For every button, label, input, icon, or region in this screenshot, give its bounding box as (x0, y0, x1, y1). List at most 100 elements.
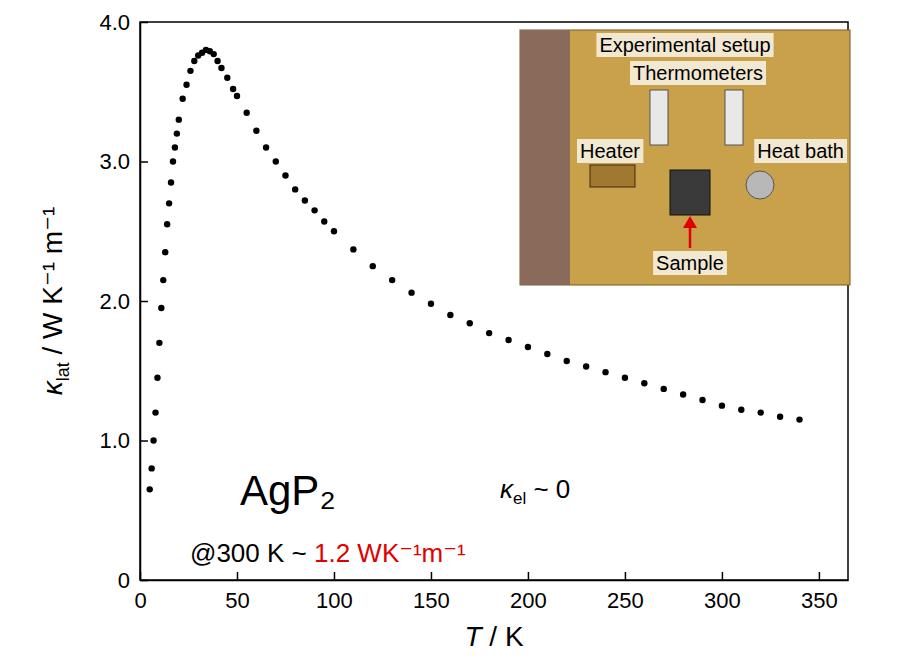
data-point (172, 144, 178, 150)
data-point (148, 465, 154, 471)
label-patch (754, 139, 847, 163)
data-point (152, 409, 158, 415)
data-point (602, 369, 608, 375)
tick-mark (722, 572, 724, 580)
series (146, 47, 802, 493)
data-point (564, 358, 570, 364)
plot-area (146, 47, 802, 493)
data-point (370, 263, 376, 269)
data-point (160, 277, 166, 283)
heat-bath-screw (746, 171, 774, 199)
tick-mark (140, 440, 148, 442)
x-axis: 050100150200250300350 (134, 572, 848, 613)
data-point (187, 68, 193, 74)
data-point (224, 75, 230, 81)
label-patch (653, 251, 727, 275)
tick-mark (334, 572, 336, 580)
data-point (158, 305, 164, 311)
data-point (164, 221, 170, 227)
plot-frame (140, 22, 848, 580)
tick: 350 (801, 572, 838, 613)
data-point (243, 109, 249, 115)
thermometer (725, 90, 743, 145)
tick-mark (625, 572, 627, 580)
tick-mark (140, 161, 148, 163)
inset-photo (520, 30, 850, 285)
data-point (525, 344, 531, 350)
annotation: AgP₂ (240, 467, 336, 514)
data-point (428, 301, 434, 307)
tick-label: 50 (225, 588, 249, 613)
data-point (796, 416, 802, 422)
data-point (218, 65, 224, 71)
data-point (350, 246, 356, 252)
data-point (234, 93, 240, 99)
axis-line (141, 580, 849, 582)
data-point (447, 312, 453, 318)
data-point (321, 218, 327, 224)
data-point (389, 277, 395, 283)
data-point (146, 486, 152, 492)
data-point (174, 130, 180, 136)
data-point (292, 186, 298, 192)
data-point (467, 320, 473, 326)
data-point (544, 351, 550, 357)
data-point (641, 380, 647, 386)
inset-label: Thermometers (633, 62, 763, 84)
tick-label: 2.0 (99, 289, 130, 314)
data-point (183, 82, 189, 88)
data-point (150, 437, 156, 443)
data-point (758, 409, 764, 415)
data-point (661, 386, 667, 392)
inset-label: Heat bath (757, 140, 844, 162)
tick-label: 100 (316, 588, 353, 613)
tick: 4.0 (99, 10, 148, 35)
inset-title: Experimental setup (599, 34, 770, 56)
data-point (179, 96, 185, 102)
data-point (263, 144, 269, 150)
tick-label: 350 (801, 588, 838, 613)
tick-mark (528, 572, 530, 580)
chart: Experimental setupThermometersHeaterSamp… (0, 0, 908, 660)
annotation: @300 K ~ 1.2 WK⁻¹m⁻¹ (190, 538, 466, 568)
heater (590, 165, 635, 187)
data-point (191, 58, 197, 64)
tick-label: 0 (118, 568, 130, 593)
label-patch (596, 33, 773, 57)
inset-shade (520, 30, 570, 285)
tick: 100 (316, 572, 353, 613)
sample (670, 170, 710, 215)
data-point (253, 128, 259, 134)
data-point (166, 200, 172, 206)
data-point (302, 197, 308, 203)
tick-mark (237, 572, 239, 580)
tick-label: 1.0 (99, 428, 130, 453)
data-point (622, 375, 628, 381)
annotation-highlight: 1.2 WK⁻¹m⁻¹ (314, 538, 466, 568)
thermometer (650, 90, 668, 145)
tick-label: 4.0 (99, 10, 130, 35)
tick-label: 3.0 (99, 149, 130, 174)
data-point (408, 289, 414, 295)
annotation-text: ~ 0 (526, 474, 570, 504)
y-axis-title-unit: / W K⁻¹ m⁻¹ (37, 207, 68, 363)
label-patch (577, 139, 643, 163)
data-point (311, 207, 317, 213)
tick: 200 (510, 572, 547, 613)
y-axis: 0 1.0 2.0 3.0 4.0 (99, 10, 148, 593)
tick: 0 (118, 568, 148, 593)
tick: 2.0 (99, 289, 148, 314)
annotation-text: @300 K ~ (190, 538, 314, 568)
tick: 50 (225, 572, 249, 613)
tick: 1.0 (99, 428, 148, 453)
tick: 150 (413, 572, 450, 613)
inset: Experimental setupThermometersHeaterSamp… (520, 30, 850, 285)
sample-arrowhead (683, 216, 697, 228)
annotation: κel ~ 0 (500, 474, 570, 508)
x-axis-title: T / K (464, 621, 523, 652)
data-point (211, 51, 217, 57)
tick: 3.0 (99, 149, 148, 174)
data-point (486, 330, 492, 336)
data-point (273, 158, 279, 164)
x-axis-title-unit: / K (482, 621, 524, 652)
